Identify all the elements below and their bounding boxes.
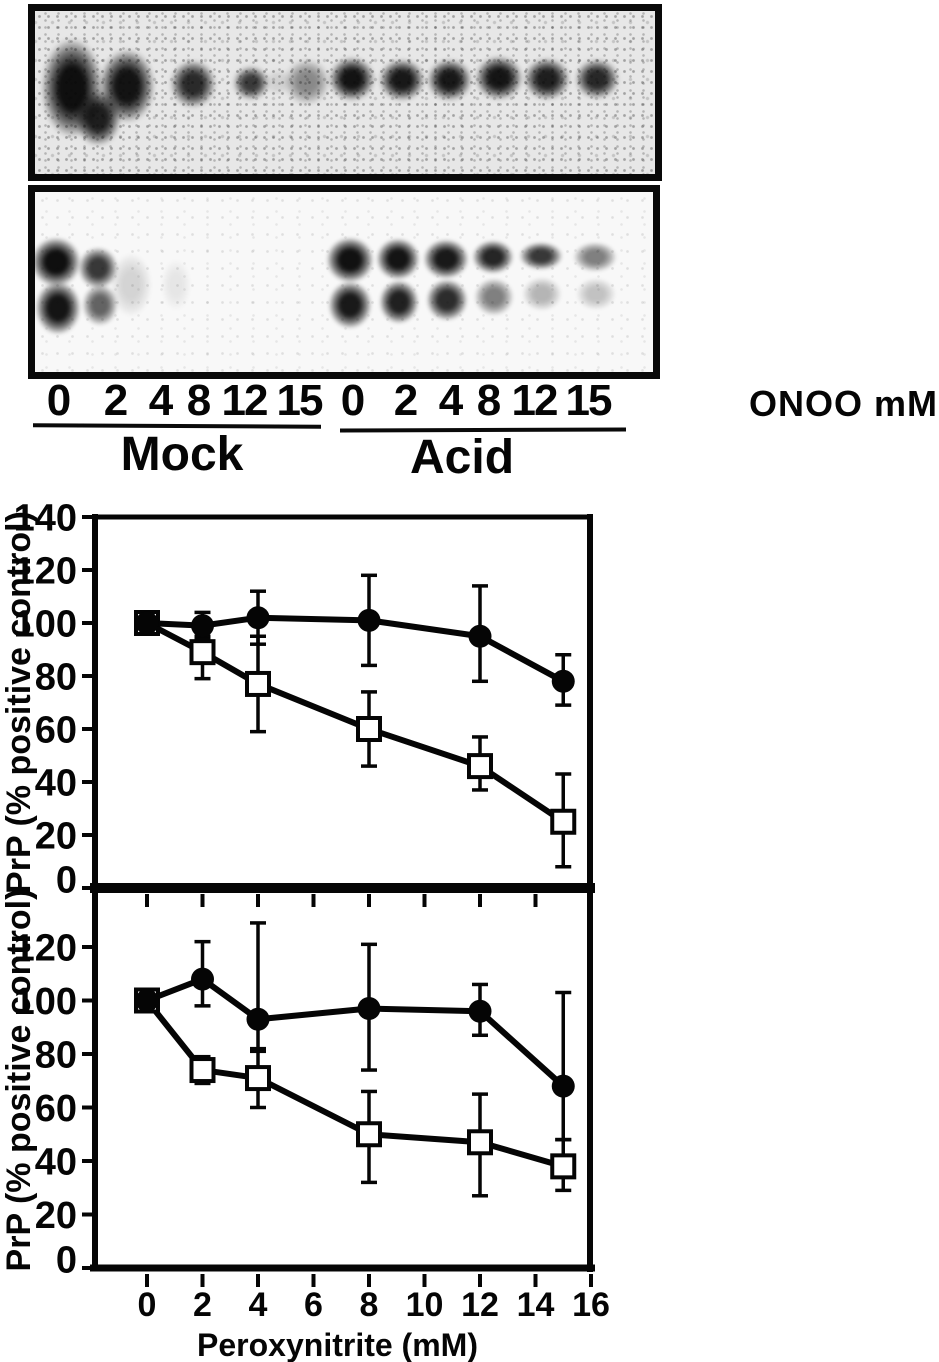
marker-open-square [550,808,577,835]
x-tick-label: 16 [572,1286,610,1324]
y-tick-label: 100 [14,603,77,645]
x-tick-label: 10 [406,1286,444,1324]
marker-open-square [189,639,216,666]
y-tick-label: 120 [14,927,77,969]
y-tick-label: 60 [35,1088,77,1130]
bottom-chart-x-axis-title: Peroxynitrite (mM) [197,1327,478,1362]
x-tick-label: 0 [138,1286,157,1324]
x-tick-label: 14 [517,1286,555,1324]
marker-filled-circle [135,611,159,635]
y-tick-label: 20 [35,815,77,857]
marker-open-square [356,1121,382,1148]
y-tick-label: 140 [14,497,77,539]
marker-filled-circle [357,997,381,1021]
marker-filled-circle [357,608,381,632]
marker-open-square [189,1057,216,1084]
y-tick-label: 20 [35,1195,77,1237]
y-tick-label: 60 [35,709,77,751]
top-chart-series-filled-circles [135,573,575,707]
top-chart-y-axis-title: PrP (% positive control) [0,511,38,894]
marker-open-square [467,753,493,780]
marker-filled-circle [246,1007,270,1031]
marker-filled-circle [551,1074,575,1098]
y-tick-label: 40 [35,762,77,804]
mock-group-label: Mock [120,428,244,481]
marker-filled-circle [468,624,492,648]
marker-open-square [245,670,271,697]
marker-open-square [356,716,382,742]
y-tick-label: 40 [35,1141,77,1183]
y-tick-label: 100 [14,981,77,1023]
marker-open-square [245,1065,271,1092]
y-tick-label: 80 [35,656,77,698]
marker-filled-circle [135,989,159,1012]
marker-filled-circle [468,999,492,1023]
marker-filled-circle [551,669,575,693]
y-tick-label: 0 [56,859,77,901]
bottom-chart-series-open-squares [134,987,577,1198]
bottom-chart-y-axis-title: PrP (% positive control) [0,889,38,1272]
marker-open-square [467,1129,493,1156]
marker-filled-circle [246,606,270,630]
marker-filled-circle [191,614,214,638]
x-tick-label: 2 [193,1286,212,1324]
bottom-chart-series-filled-circles [135,921,575,1142]
y-tick-label: 120 [14,550,77,592]
x-tick-label: 6 [304,1286,323,1324]
x-tick-label: 12 [461,1286,499,1324]
top-chart-series-open-squares [134,610,577,869]
acid-group-label: Acid [409,431,515,484]
y-tick-label: 80 [35,1034,77,1076]
x-tick-label: 4 [249,1286,268,1324]
marker-filled-circle [191,967,214,991]
x-tick-label: 8 [360,1286,379,1324]
y-tick-label: 0 [56,1239,77,1281]
marker-open-square [550,1153,577,1180]
onoo-units-label: ONOO mM [749,383,939,424]
